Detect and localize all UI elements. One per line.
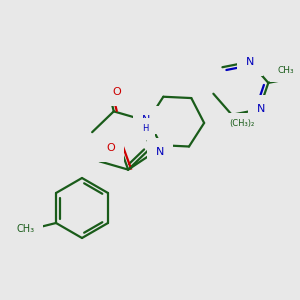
Text: O: O bbox=[112, 87, 121, 97]
Text: N: N bbox=[227, 127, 235, 137]
Text: H: H bbox=[142, 124, 149, 133]
Text: N: N bbox=[141, 115, 150, 125]
Text: N: N bbox=[257, 104, 266, 114]
Text: N: N bbox=[156, 147, 164, 157]
Text: CH₃: CH₃ bbox=[17, 224, 35, 234]
Text: O: O bbox=[107, 142, 116, 153]
Text: CH₃: CH₃ bbox=[278, 66, 294, 75]
Text: (CH₃)₂: (CH₃)₂ bbox=[230, 119, 255, 128]
Text: N: N bbox=[246, 57, 254, 67]
